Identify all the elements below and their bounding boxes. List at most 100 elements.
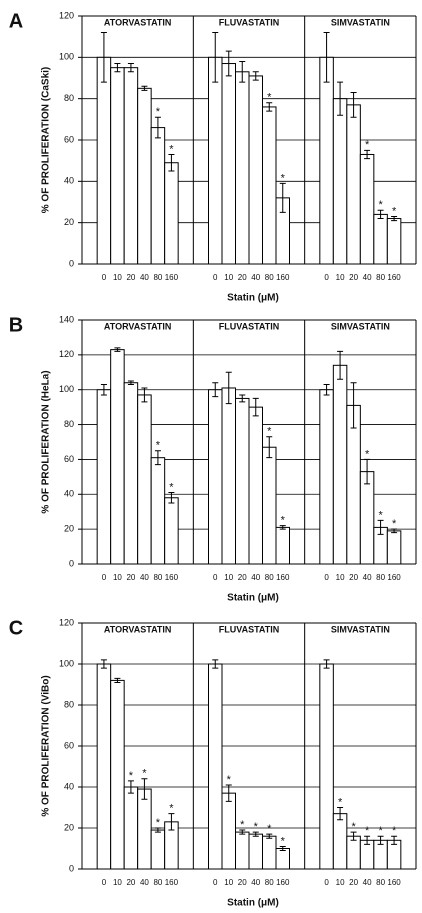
bar — [110, 679, 125, 870]
bar — [137, 788, 152, 870]
error-bar — [279, 845, 286, 852]
y-tick-label: 100 — [59, 658, 74, 668]
bar — [208, 56, 223, 265]
significance-marker: * — [156, 817, 161, 829]
error-bar — [279, 525, 286, 530]
error-bar — [350, 91, 357, 118]
error-bar — [127, 63, 134, 73]
error-bar — [141, 387, 148, 403]
error-bar — [391, 215, 398, 222]
bar — [110, 349, 125, 565]
significance-marker: * — [378, 509, 383, 521]
x-tick-label: 80 — [265, 878, 274, 887]
significance-marker: * — [169, 803, 174, 815]
group-name: ATORVASTATIN — [104, 624, 172, 634]
y-tick-label: 0 — [69, 258, 74, 268]
error-bar — [212, 659, 219, 669]
bar — [235, 71, 250, 265]
bar — [123, 382, 139, 565]
bar — [248, 833, 263, 870]
x-tick-label: 10 — [113, 878, 122, 887]
group-name: SIMVASTATIN — [331, 17, 390, 27]
x-tick-label: 40 — [251, 573, 260, 582]
group-name: ATORVASTATIN — [104, 321, 172, 331]
error-bar — [377, 209, 384, 220]
y-tick-label: 0 — [69, 558, 74, 568]
bar — [221, 792, 236, 870]
x-tick-label: 80 — [153, 573, 162, 582]
x-tick-label: 0 — [213, 878, 218, 887]
bar — [123, 67, 139, 265]
error-bar — [266, 833, 273, 839]
bar — [359, 153, 375, 265]
error-bar — [252, 831, 259, 837]
x-tick-label: 0 — [213, 273, 218, 282]
significance-marker: * — [254, 821, 259, 833]
bar — [373, 213, 388, 265]
significance-marker: * — [365, 139, 370, 151]
panel-label: C — [9, 617, 23, 639]
y-tick-label: 120 — [59, 349, 74, 359]
significance-marker: * — [267, 823, 272, 835]
significance-marker: * — [378, 199, 383, 211]
bar — [275, 848, 290, 870]
significance-marker: * — [281, 172, 286, 184]
error-bar — [114, 63, 121, 73]
bar — [275, 526, 290, 565]
significance-marker: * — [281, 835, 286, 847]
bar — [208, 663, 223, 870]
bar — [208, 389, 223, 565]
group-name: FLUVASTATIN — [219, 17, 280, 27]
x-tick-label: 40 — [251, 273, 260, 282]
bar — [319, 389, 334, 565]
bar — [164, 162, 179, 265]
x-tick-label: 20 — [238, 573, 247, 582]
error-bar — [212, 382, 219, 398]
bar — [235, 831, 250, 870]
x-tick-label: 20 — [238, 273, 247, 282]
x-tick-label: 40 — [363, 273, 372, 282]
y-tick-label: 0 — [69, 863, 74, 873]
x-tick-label: 40 — [140, 273, 149, 282]
x-axis-label: Statin (μM) — [227, 593, 279, 604]
error-bar — [100, 383, 107, 396]
error-bar — [127, 780, 134, 794]
significance-marker: * — [129, 770, 134, 782]
group-name: SIMVASTATIN — [331, 624, 390, 634]
x-axis-label: Statin (μM) — [227, 293, 279, 304]
error-bar — [225, 50, 232, 77]
x-tick-label: 40 — [251, 878, 260, 887]
x-tick-label: 0 — [102, 273, 107, 282]
x-tick-label: 20 — [238, 878, 247, 887]
x-tick-label: 20 — [349, 573, 358, 582]
y-tick-label: 60 — [64, 134, 74, 144]
significance-marker: * — [392, 205, 397, 217]
significance-marker: * — [240, 819, 245, 831]
significance-marker: * — [156, 440, 161, 452]
y-axis-label: % OF PROLIFERATION (ViBo) — [41, 675, 52, 816]
error-bar — [225, 784, 232, 802]
bar — [96, 663, 112, 870]
bar — [346, 835, 361, 870]
bar — [319, 56, 334, 265]
x-tick-label: 20 — [126, 273, 135, 282]
x-tick-label: 160 — [276, 573, 290, 582]
bar — [386, 218, 402, 265]
error-bar — [391, 528, 398, 534]
error-bar — [350, 382, 357, 429]
x-tick-label: 10 — [224, 878, 233, 887]
y-axis-label: % OF PROLIFERATION (HeLa) — [41, 370, 52, 513]
x-tick-label: 80 — [153, 878, 162, 887]
error-bar — [154, 827, 161, 833]
error-bar — [350, 831, 357, 841]
x-tick-label: 20 — [349, 273, 358, 282]
x-tick-label: 80 — [376, 273, 385, 282]
x-tick-label: 80 — [376, 573, 385, 582]
error-bar — [337, 350, 344, 380]
x-tick-label: 0 — [213, 573, 218, 582]
bar — [150, 457, 166, 565]
x-tick-label: 160 — [387, 273, 401, 282]
bar — [137, 394, 152, 565]
bar — [221, 63, 236, 265]
significance-marker: * — [267, 92, 272, 104]
